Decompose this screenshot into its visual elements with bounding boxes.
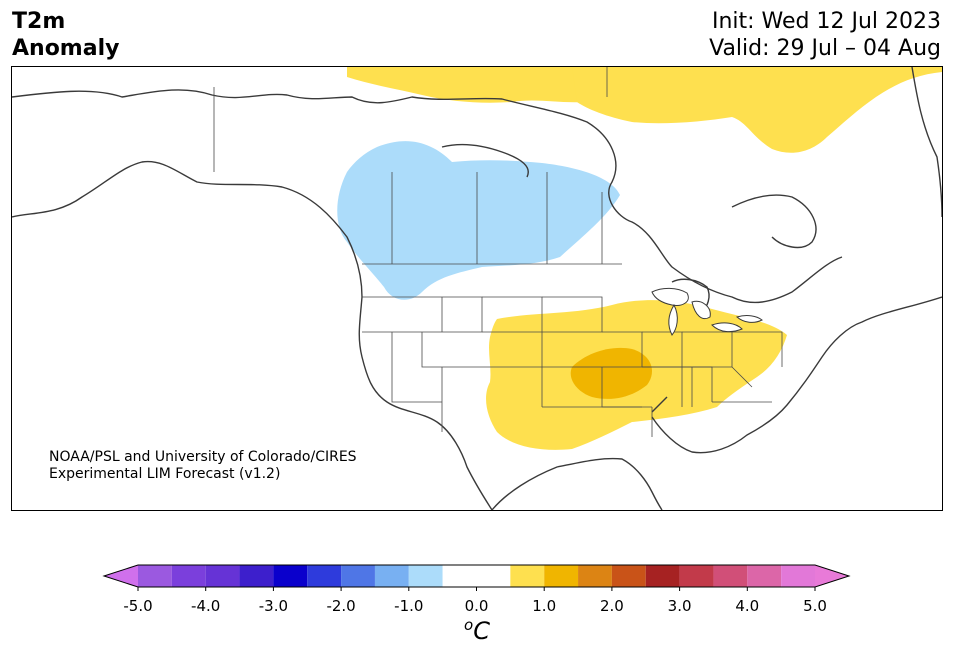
- colorbar-bin: [578, 565, 612, 587]
- colorbar-tick-label: 1.0: [532, 597, 557, 615]
- colorbar-tick-label: -2.0: [326, 597, 356, 615]
- colorbar-bin: [781, 565, 815, 587]
- forecast-dates: Init: Wed 12 Jul 2023 Valid: 29 Jul – 04…: [709, 8, 941, 62]
- colorbar-tick-label: 2.0: [599, 597, 624, 615]
- variable-title-line1: T2m: [12, 9, 66, 34]
- colorbar-bin: [679, 565, 714, 587]
- colorbar-bin: [239, 565, 274, 587]
- colorbar-bin: [408, 565, 443, 587]
- colorbar-bin: [341, 565, 375, 587]
- unit-superscript: o: [464, 616, 474, 634]
- init-date: Init: Wed 12 Jul 2023: [711, 9, 941, 34]
- great-lakes: [651, 287, 763, 336]
- colorbar-bin: [374, 565, 409, 587]
- credit-line2: Experimental LIM Forecast (v1.2): [49, 466, 281, 482]
- colorbar-unit-label: oC: [464, 616, 490, 645]
- colorbar-bin: [442, 565, 511, 587]
- variable-title-line2: Anomaly: [12, 36, 120, 61]
- colorbar-bin: [205, 565, 240, 587]
- colorbar-tick-label: 4.0: [735, 597, 760, 615]
- colorbar-bin: [273, 565, 308, 587]
- colorbar: -5.0 -4.0 -3.0 -2.0 -1.0 0.0 1.0 2.0 3.0 4.0 5.0 o…: [0, 560, 953, 656]
- valid-range: Valid: 29 Jul – 04 Aug: [709, 36, 941, 61]
- arctic-warm-region-east: [572, 67, 942, 153]
- colorbar-tick-label: -3.0: [258, 597, 289, 615]
- south-central-us-warmer-region: [570, 347, 652, 399]
- colorbar-bin: [171, 565, 206, 587]
- colorbar-tick-label: 0.0: [464, 597, 489, 615]
- anomaly-map: [12, 67, 942, 510]
- colorbar-bin: [510, 565, 545, 587]
- colorbar-tick-label: 3.0: [667, 597, 692, 615]
- colorbar-bin: [645, 565, 680, 587]
- colorbar-bin: [138, 565, 172, 587]
- colorbar-bin: [307, 565, 342, 587]
- arctic-warm-region-west: [347, 67, 606, 103]
- colorbar-bin: [544, 565, 579, 587]
- credit-line1: NOAA/PSL and University of Colorado/CIRE…: [49, 449, 357, 465]
- central-canada-cool-region: [337, 141, 620, 300]
- unit-text: C: [473, 617, 490, 645]
- colorbar-tick-label: -4.0: [191, 597, 221, 615]
- colorbar-bin: [611, 565, 646, 587]
- variable-title: T2m Anomaly: [12, 8, 119, 62]
- colorbar-bin: [713, 565, 748, 587]
- political-borders: [213, 67, 783, 437]
- colorbar-tick-label: -5.0: [123, 597, 153, 615]
- colorbar-extend-low: [104, 565, 138, 587]
- colorbar-tick-label: 5.0: [803, 597, 827, 615]
- map-panel: NOAA/PSL and University of Colorado/CIRE…: [11, 66, 943, 511]
- colorbar-extend-high: [815, 565, 849, 587]
- colorbar-bin: [747, 565, 782, 587]
- colorbar-tick-label: -1.0: [394, 597, 424, 615]
- coastlines: [12, 67, 942, 510]
- colorbar-strip: [102, 564, 851, 591]
- credit-text: NOAA/PSL and University of Colorado/CIRE…: [49, 449, 357, 483]
